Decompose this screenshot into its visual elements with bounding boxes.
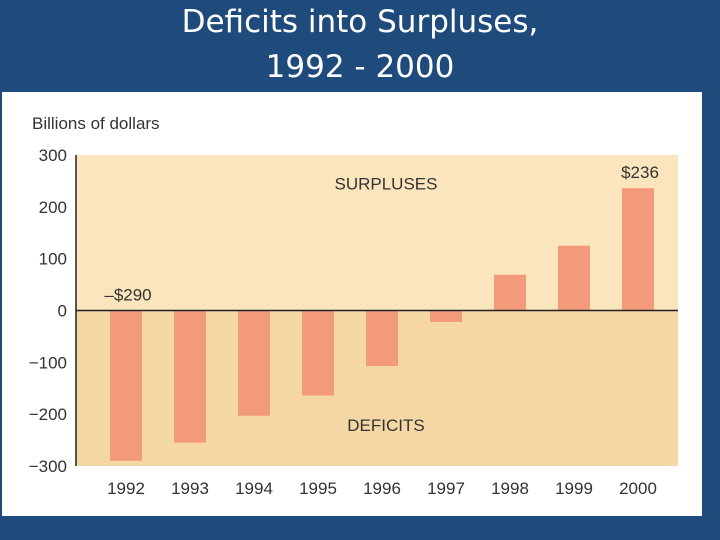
slide-title-line-2: 1992 - 2000	[265, 49, 455, 85]
y-tick-label: 100	[39, 250, 67, 269]
y-tick-label: −200	[29, 405, 67, 424]
x-tick-label: 1995	[299, 479, 337, 498]
x-tick-label: 1998	[491, 479, 529, 498]
y-tick-label: 200	[39, 198, 67, 217]
bar-1997	[430, 310, 462, 322]
bar-1996	[366, 310, 398, 366]
x-tick-label: 1993	[171, 479, 209, 498]
budget-balance-chart: Billions of dollars SURPLUSES DEFICITS 3…	[29, 114, 678, 498]
x-tick-label: 1997	[427, 479, 465, 498]
bars-layer	[110, 188, 654, 461]
bottom-strip	[0, 516, 720, 540]
bar-1992	[110, 310, 142, 461]
bar-2000	[622, 188, 654, 311]
x-tick-label: 1994	[235, 479, 273, 498]
annotations-layer: –$290 $236	[104, 163, 659, 304]
slide-title-line-1: Deficits into Surpluses,	[181, 4, 539, 40]
y-tick-label: 0	[58, 302, 67, 321]
x-tick-label: 1999	[555, 479, 593, 498]
deficit-region-label: DEFICITS	[347, 416, 424, 435]
axis-layer	[75, 155, 678, 466]
surplus-region-label: SURPLUSES	[335, 175, 438, 194]
bar-1998	[494, 274, 526, 311]
value-label-2000: $236	[621, 163, 659, 182]
x-tick-label: 1992	[107, 479, 145, 498]
x-tick-label: 2000	[619, 479, 657, 498]
y-tick-label: 300	[39, 146, 67, 165]
bar-1999	[558, 245, 590, 311]
bar-1995	[302, 310, 334, 396]
y-tick-label: −100	[29, 353, 67, 372]
ticks-layer: 300 200 100 0 −100 −200 −300 1992 1993 1994 1995 19…	[29, 146, 657, 498]
x-tick-label: 1996	[363, 479, 401, 498]
bar-1993	[174, 310, 206, 443]
chart-panel: Billions of dollars SURPLUSES DEFICITS 3…	[2, 92, 702, 516]
y-axis-title: Billions of dollars	[32, 114, 160, 133]
value-label-1992: –$290	[104, 286, 151, 305]
y-tick-label: −300	[29, 457, 67, 476]
slide-title: Deficits into Surpluses, 1992 - 2000	[0, 0, 720, 92]
bar-1994	[238, 310, 270, 416]
